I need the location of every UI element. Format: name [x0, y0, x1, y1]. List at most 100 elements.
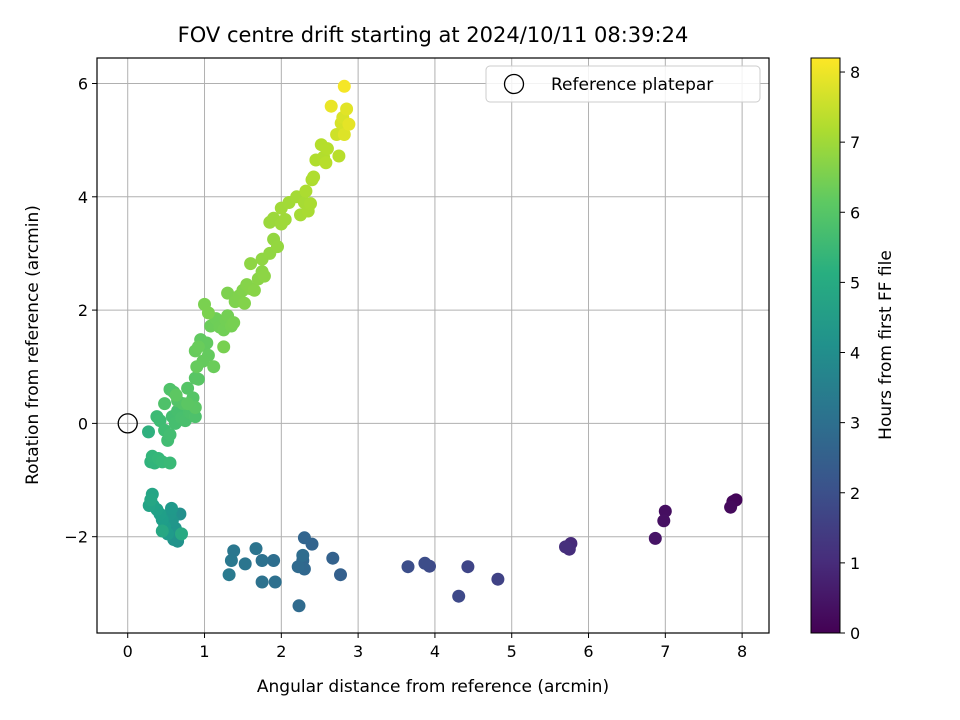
legend-label: Reference platepar	[551, 75, 713, 95]
data-point	[307, 170, 321, 184]
colorbar-tick-label: 2	[850, 484, 860, 503]
x-tick-label: 6	[583, 642, 593, 661]
data-point	[278, 213, 292, 226]
data-point	[217, 340, 231, 354]
data-point	[169, 388, 183, 402]
data-point	[658, 504, 672, 518]
data-point	[207, 360, 221, 374]
data-point	[144, 493, 158, 507]
data-point	[337, 128, 351, 141]
data-point	[340, 102, 354, 116]
data-point	[191, 340, 205, 354]
scatter-points	[142, 79, 743, 613]
data-point	[191, 372, 205, 386]
data-point	[163, 456, 177, 470]
colorbar-tick-label: 5	[850, 273, 860, 292]
x-tick-label: 0	[123, 642, 133, 661]
legend-box	[485, 65, 761, 103]
data-point	[332, 149, 346, 163]
data-point	[249, 542, 263, 556]
x-tick-label: 4	[430, 642, 440, 661]
data-point	[291, 560, 305, 574]
data-point	[268, 575, 282, 589]
data-point	[452, 589, 466, 603]
data-point	[158, 397, 172, 411]
data-point	[320, 142, 334, 156]
x-tick-label: 3	[353, 642, 363, 661]
data-point	[267, 554, 281, 567]
data-point	[326, 551, 340, 565]
reference-point	[117, 413, 138, 434]
data-point	[163, 428, 177, 442]
colorbar-tick-label: 3	[850, 414, 860, 433]
data-point	[188, 410, 202, 424]
data-point	[342, 117, 356, 131]
y-axis-ticks: −2 0 2 4 6	[64, 74, 97, 547]
colorbar-ticks: 0 1 2 3 4 5 6 7 8	[840, 63, 860, 643]
y-tick-label: 2	[78, 301, 88, 320]
data-point	[221, 286, 235, 300]
data-point	[201, 306, 215, 320]
colorbar	[810, 57, 841, 634]
data-point	[255, 575, 269, 589]
data-point	[190, 360, 204, 374]
data-point	[724, 500, 738, 514]
data-point	[559, 540, 572, 554]
y-tick-label: −2	[64, 528, 88, 547]
data-point	[238, 296, 251, 310]
x-tick-label: 8	[737, 642, 747, 661]
data-point	[491, 572, 505, 586]
data-point	[175, 527, 188, 541]
data-point	[142, 425, 155, 439]
data-point	[271, 240, 284, 254]
data-point	[418, 556, 432, 570]
colorbar-tick-label: 0	[850, 624, 860, 643]
data-point	[297, 531, 311, 545]
data-point	[299, 184, 313, 198]
y-axis-label: Rotation from reference (arcmin)	[23, 205, 43, 485]
data-point	[401, 560, 415, 574]
legend: Reference platepar	[485, 65, 761, 103]
data-point	[222, 568, 236, 582]
data-point	[648, 531, 662, 545]
colorbar-label: Hours from first FF file	[876, 250, 896, 440]
data-point	[296, 548, 310, 562]
reference-marker	[117, 413, 138, 434]
data-point	[165, 501, 178, 515]
data-point	[255, 554, 269, 567]
data-point	[155, 524, 169, 538]
y-tick-label: 6	[78, 74, 88, 93]
data-point	[227, 316, 241, 330]
data-point	[247, 283, 261, 297]
data-point	[337, 79, 351, 93]
data-point	[461, 560, 475, 574]
data-point	[657, 514, 671, 528]
data-point	[292, 599, 306, 613]
data-point	[244, 257, 258, 271]
data-point	[224, 554, 238, 567]
colorbar-tick-label: 1	[850, 554, 860, 573]
x-tick-label: 2	[276, 642, 286, 661]
data-point	[238, 557, 252, 571]
x-tick-label: 7	[660, 642, 670, 661]
y-tick-label: 4	[78, 188, 88, 207]
data-point	[181, 381, 195, 395]
data-point	[181, 397, 195, 411]
colorbar-tick-label: 4	[850, 344, 860, 363]
colorbar-tick-label: 6	[850, 203, 860, 222]
data-point	[334, 568, 347, 582]
x-tick-label: 1	[199, 642, 209, 661]
colorbar-tick-label: 8	[850, 63, 860, 82]
x-tick-label: 5	[507, 642, 517, 661]
y-tick-label: 0	[78, 414, 88, 433]
data-point	[319, 156, 333, 170]
colorbar-tick-label: 7	[850, 133, 860, 152]
x-axis-ticks: 0 1 2 3 4 5 6 7 8	[123, 633, 747, 661]
x-axis-label: Angular distance from reference (arcmin)	[257, 677, 609, 697]
data-point	[324, 99, 338, 113]
data-point	[257, 269, 271, 283]
data-point	[304, 197, 317, 211]
plot-frame	[96, 57, 770, 634]
chart-title: FOV centre drift starting at 2024/10/11 …	[178, 23, 689, 47]
